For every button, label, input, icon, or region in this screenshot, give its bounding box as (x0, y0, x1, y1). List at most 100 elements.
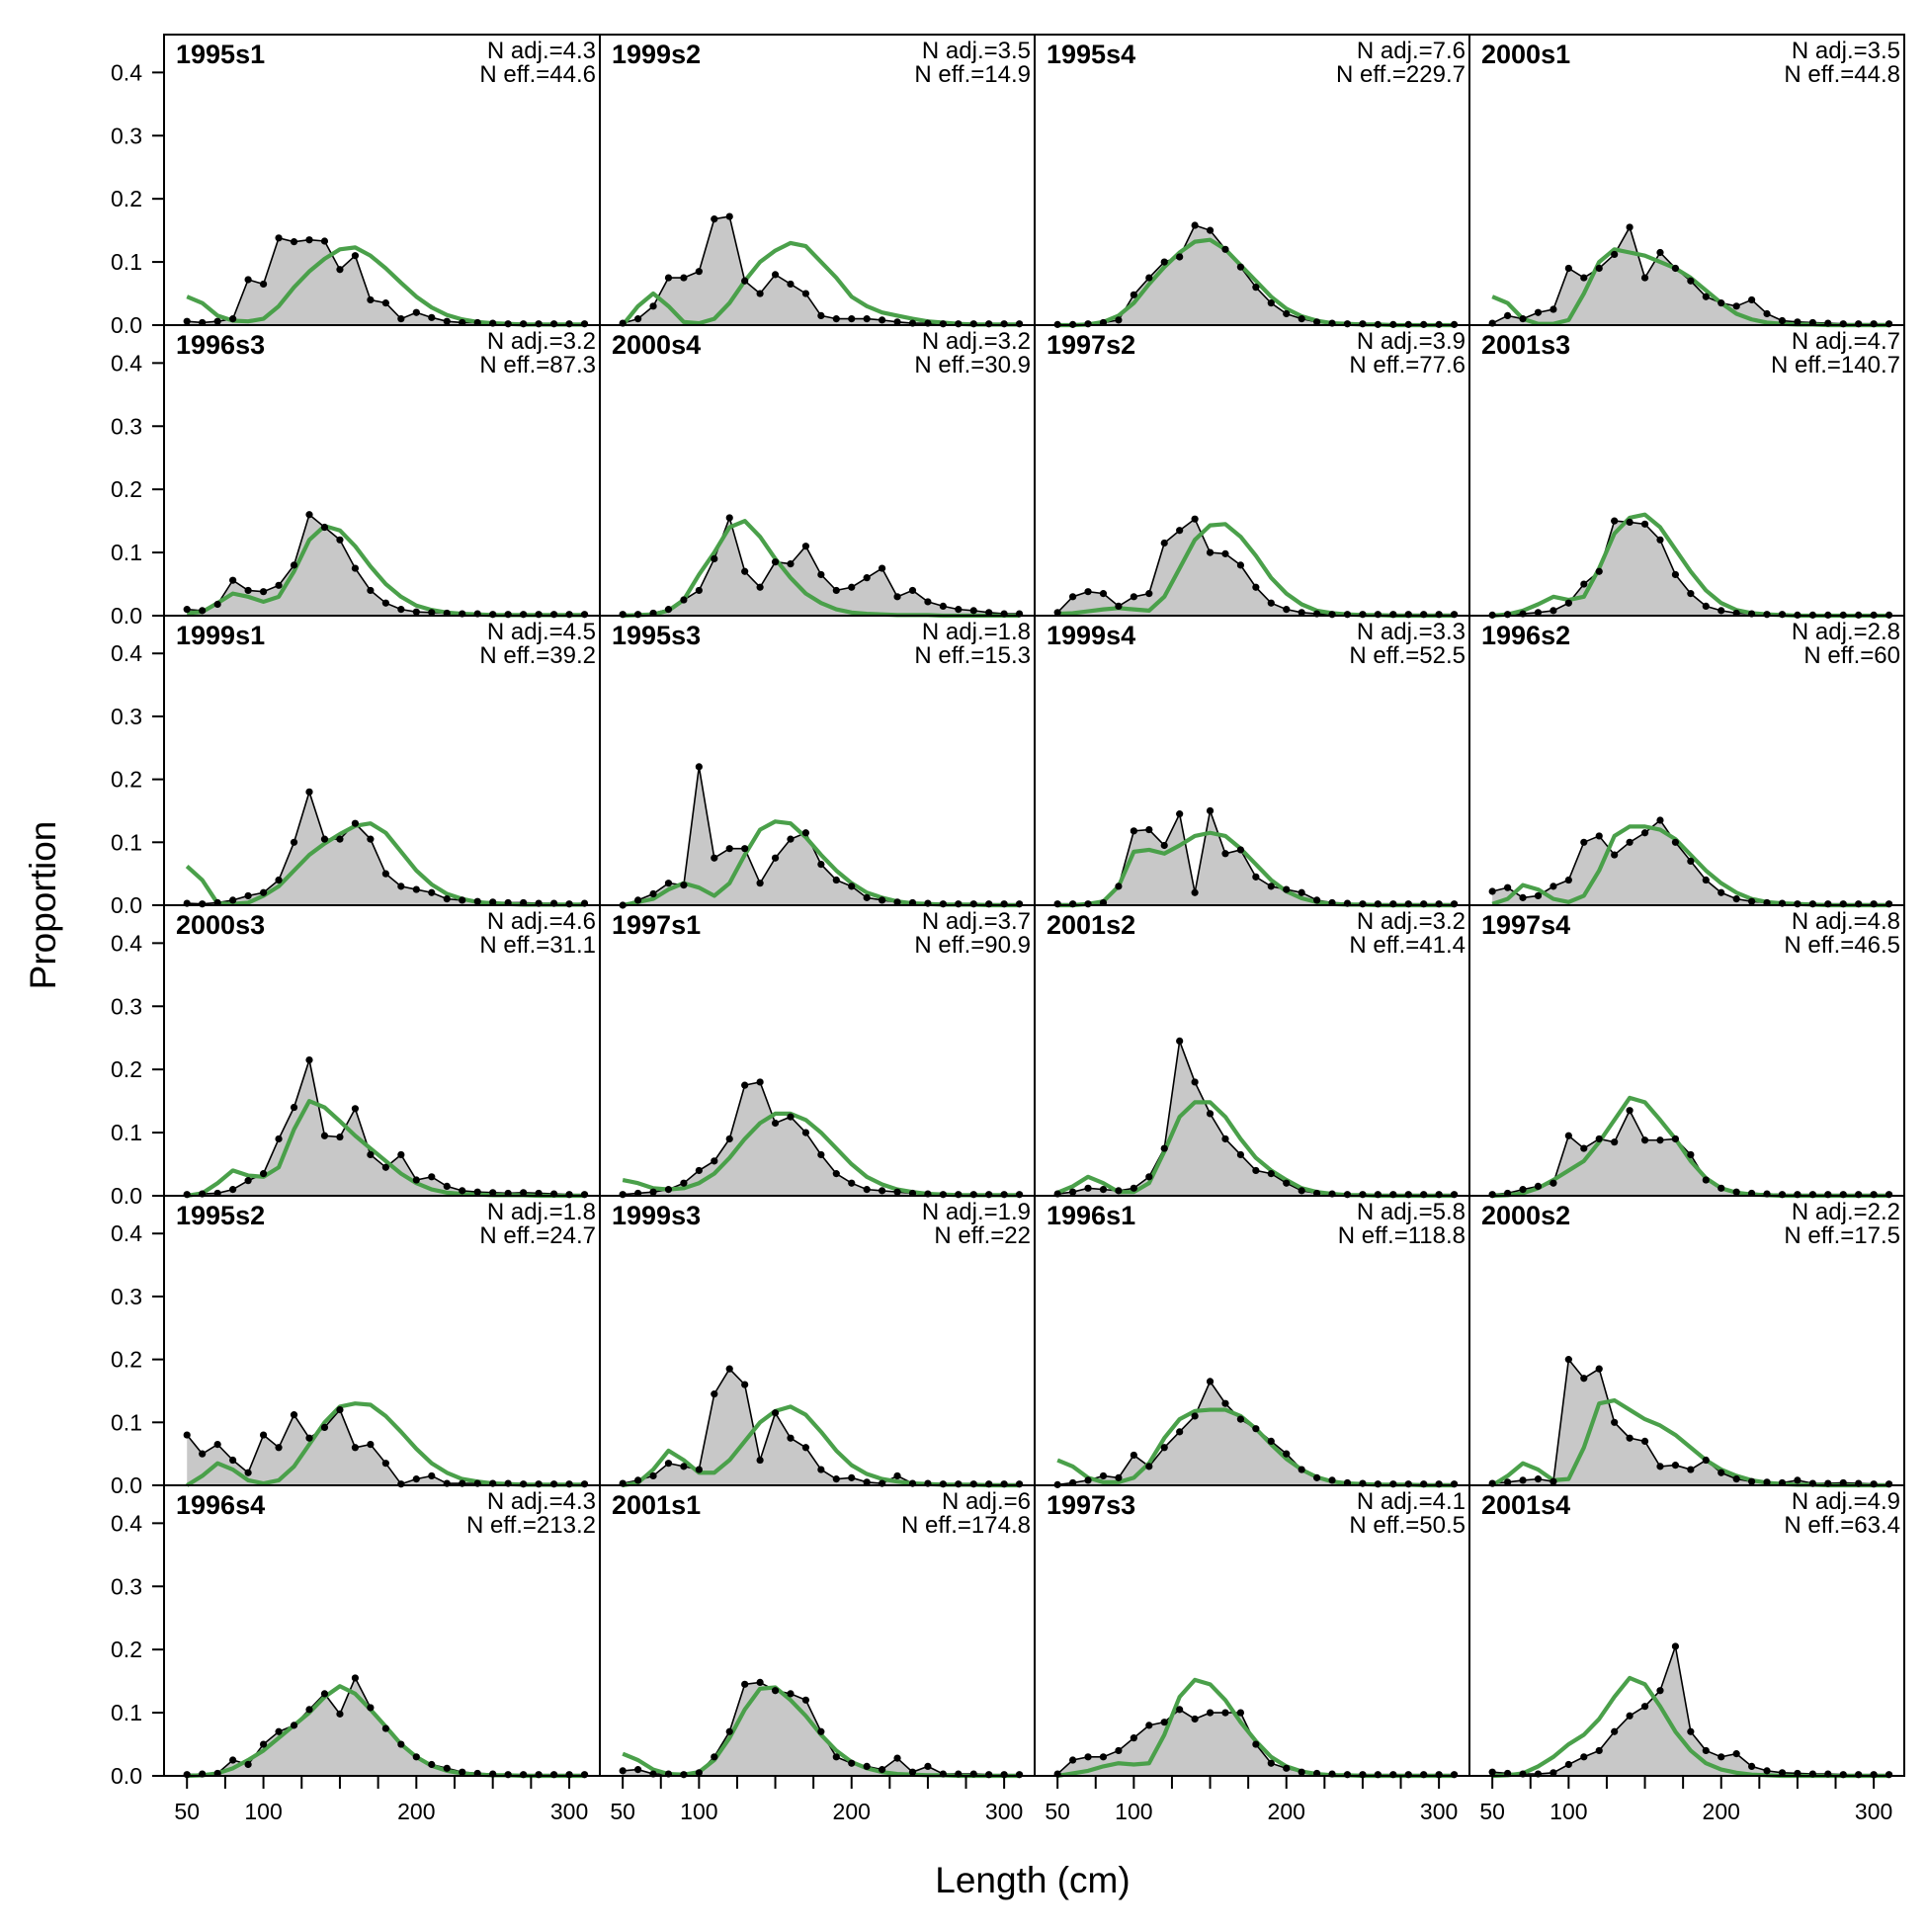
observed-area (1057, 1709, 1455, 1776)
observed-point (1053, 900, 1061, 908)
observed-area (187, 1409, 585, 1485)
panel-1997s3: 1997s3 N adj.=4.1N eff.=50.5 (1035, 1488, 1469, 1779)
n-adj-label: N adj.=3.9 (1357, 328, 1466, 355)
observed-point (619, 611, 627, 619)
observed-point (1267, 1170, 1275, 1178)
observed-point (832, 1475, 840, 1483)
observed-point (199, 607, 207, 615)
y-tick-label: 0.0 (111, 1183, 142, 1209)
panel-frame (1468, 1484, 1905, 1777)
observed-point (1778, 1769, 1787, 1777)
observed-point (565, 900, 573, 908)
observed-point (680, 1463, 688, 1470)
observed-point (711, 1157, 718, 1165)
observed-point (229, 1186, 237, 1194)
observed-point (848, 1179, 856, 1187)
panel-1996s2: 1996s2 N adj.=2.8N eff.=60 (1469, 619, 1904, 908)
observed-area (623, 766, 1020, 905)
observed-point (183, 317, 191, 325)
observed-point (244, 891, 252, 900)
observed-point (580, 1480, 589, 1488)
observed-area (187, 514, 585, 616)
y-tick-label: 0.4 (111, 1220, 142, 1246)
observed-point (1084, 588, 1092, 596)
observed-point (1267, 882, 1275, 890)
observed-point (1115, 882, 1123, 890)
observed-point (320, 1423, 329, 1431)
observed-point (893, 1188, 901, 1196)
observed-point (1298, 888, 1305, 896)
observed-point (817, 570, 825, 579)
observed-point (381, 1460, 389, 1468)
observed-point (351, 564, 360, 572)
observed-point (565, 611, 573, 619)
panel-label: 1999s3 (612, 1201, 701, 1230)
observed-point (1687, 1466, 1695, 1473)
observed-point (428, 1173, 436, 1181)
observed-point (1160, 539, 1168, 547)
observed-point (1115, 1473, 1123, 1481)
observed-point (1671, 1642, 1680, 1650)
observed-point (580, 1191, 589, 1199)
panel-label: 1996s3 (176, 330, 265, 360)
n-eff-label: N eff.=63.4 (1784, 1512, 1900, 1539)
observed-area (187, 792, 585, 905)
observed-point (634, 896, 642, 904)
observed-point (1015, 320, 1024, 328)
observed-point (1099, 1186, 1108, 1194)
observed-point (1656, 536, 1664, 544)
observed-point (725, 514, 733, 522)
observed-point (520, 320, 528, 328)
observed-point (1145, 825, 1153, 834)
observed-point (412, 1176, 420, 1184)
observed-point (955, 900, 963, 908)
observed-point (1718, 299, 1725, 307)
observed-point (259, 280, 268, 289)
observed-point (381, 870, 389, 878)
observed-point (787, 835, 795, 843)
observed-point (1374, 611, 1382, 619)
observed-point (711, 215, 718, 223)
observed-point (695, 1466, 703, 1473)
observed-point (1374, 1480, 1382, 1488)
observed-point (1283, 606, 1291, 614)
observed-point (290, 1411, 298, 1419)
x-tick-label: 100 (1115, 1799, 1152, 1824)
observed-point (351, 1444, 360, 1452)
observed-point (1252, 1740, 1260, 1748)
observed-point (367, 295, 375, 304)
observed-point (1671, 1462, 1680, 1470)
observed-point (1611, 1138, 1619, 1146)
observed-point (381, 599, 389, 607)
observed-point (213, 317, 221, 325)
observed-point (367, 835, 375, 843)
observed-point (955, 1191, 963, 1199)
observed-point (1794, 900, 1801, 908)
observed-point (1130, 1184, 1137, 1192)
observed-point (801, 290, 810, 297)
x-tick-label: 50 (174, 1799, 200, 1824)
observed-point (1236, 1150, 1245, 1159)
observed-point (520, 1771, 528, 1779)
observed-point (520, 611, 528, 619)
observed-point (1808, 1191, 1816, 1199)
observed-point (1748, 1477, 1756, 1485)
observed-point (741, 1081, 749, 1089)
n-eff-label: N eff.=44.8 (1784, 61, 1900, 88)
observed-point (275, 234, 283, 242)
panel-1995s1: 1995s1 N adj.=4.3N eff.=44.6 (164, 38, 600, 328)
observed-point (1885, 1191, 1893, 1199)
observed-point (939, 1191, 947, 1199)
observed-point (893, 318, 901, 326)
observed-point (367, 1150, 375, 1159)
observed-point (1504, 883, 1512, 891)
observed-point (649, 1188, 657, 1196)
n-adj-label: N adj.=3.7 (922, 908, 1031, 935)
observed-point (695, 268, 703, 276)
observed-point (1550, 1769, 1557, 1777)
observed-point (1885, 320, 1893, 328)
observed-point (985, 900, 993, 908)
observed-point (725, 845, 733, 853)
panel-label: 2000s1 (1481, 40, 1570, 69)
observed-point (756, 1456, 764, 1465)
